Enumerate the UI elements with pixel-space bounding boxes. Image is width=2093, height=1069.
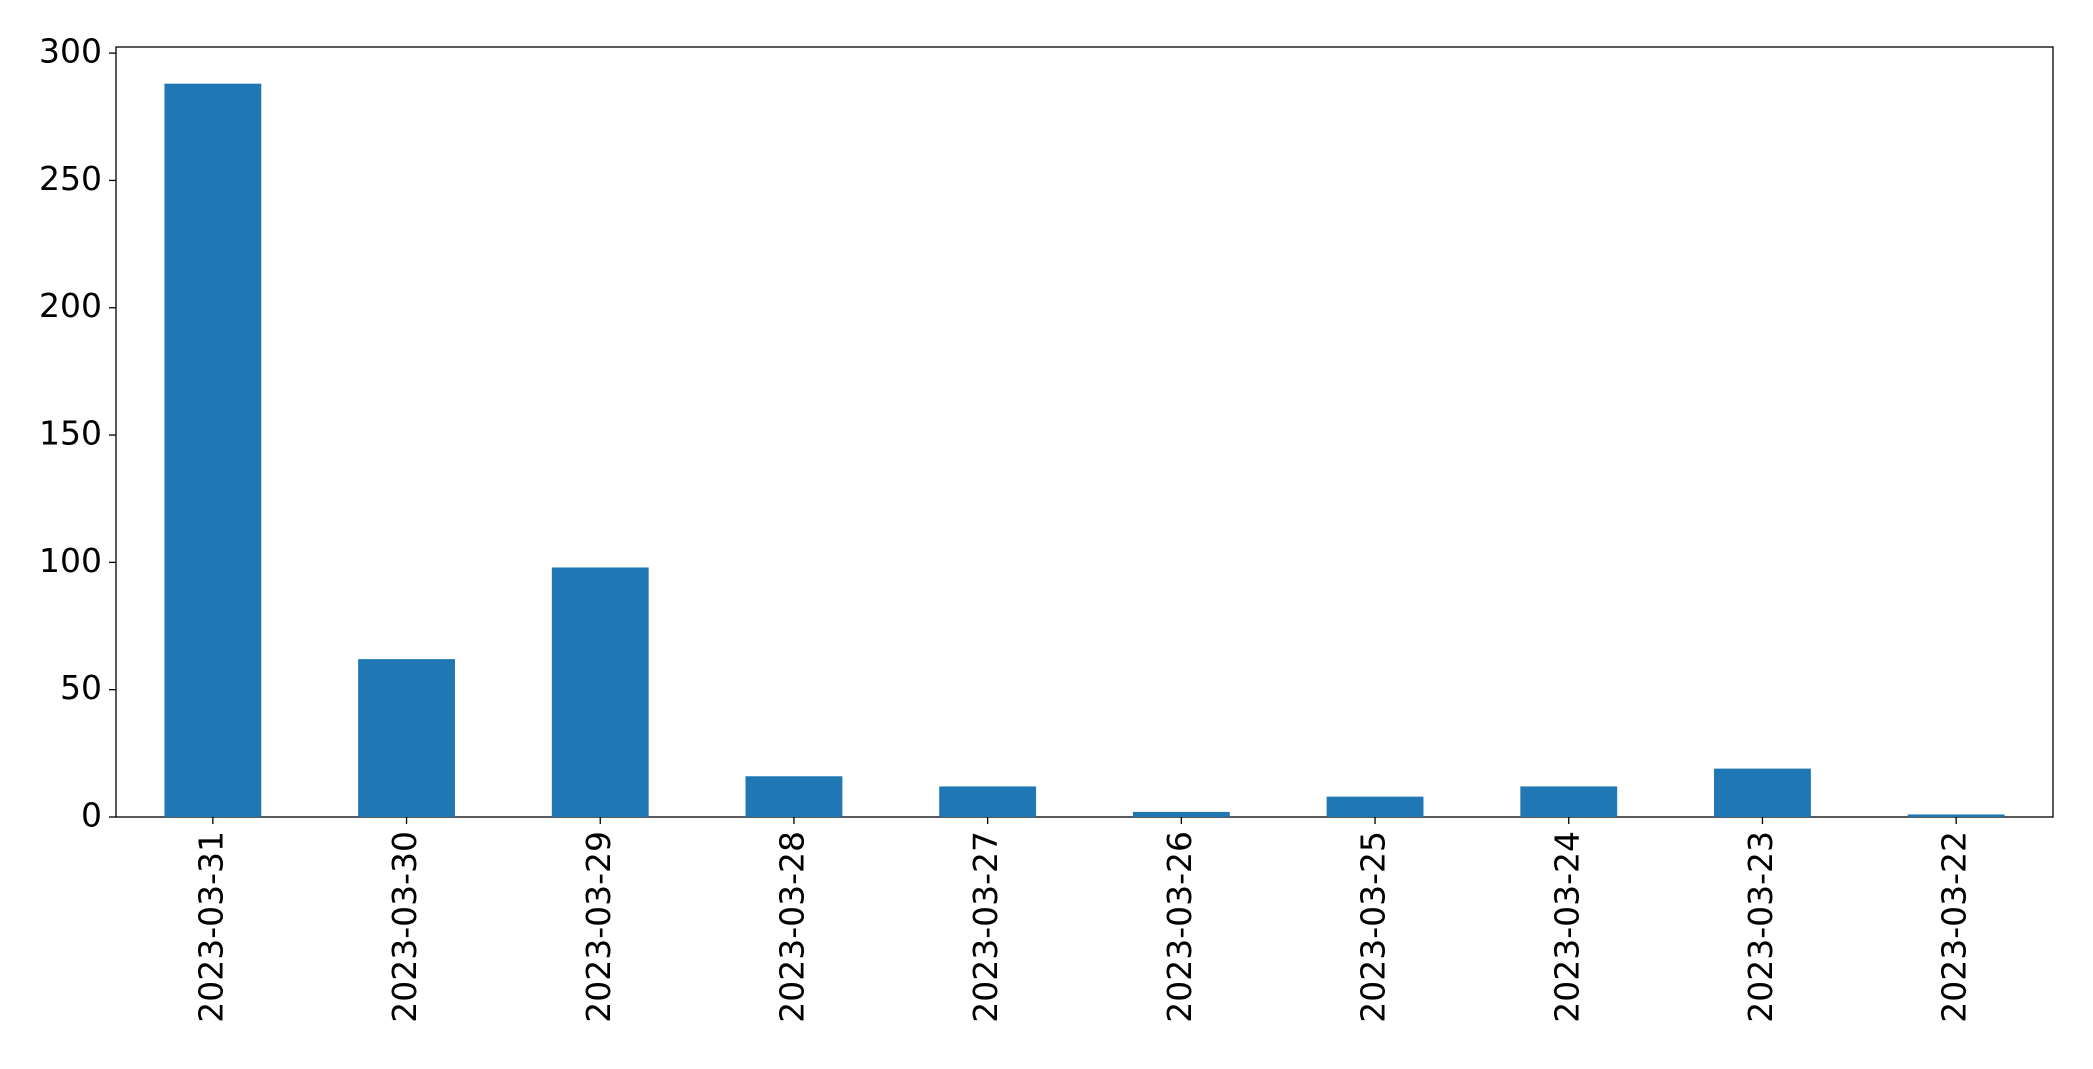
bar [1132,811,1230,817]
bar [358,659,455,817]
y-tick-label: 250 [39,159,102,198]
x-tick-label: 2023-03-29 [579,831,618,1023]
x-tick-label: 2023-03-31 [191,831,230,1023]
y-tick-label: 0 [81,796,102,835]
axes-frame [115,46,2054,818]
bar [1714,768,1811,817]
y-tick-label: 150 [39,414,102,453]
bar [1907,814,2005,817]
bar [745,776,843,817]
y-tick-label: 200 [39,286,102,325]
x-tick-label: 2023-03-25 [1354,831,1393,1023]
bar [939,786,1037,817]
x-tick-label: 2023-03-27 [966,831,1005,1023]
bar [551,567,649,817]
x-tick-label: 2023-03-28 [772,831,811,1023]
bar [1326,796,1424,817]
bar [164,83,262,817]
y-tick-label: 100 [39,541,102,580]
bar [1520,786,1618,817]
y-tick-label: 50 [60,668,102,707]
x-tick-label: 2023-03-22 [1935,831,1974,1023]
x-tick-label: 2023-03-30 [385,831,424,1023]
x-tick-label: 2023-03-24 [1547,831,1586,1023]
x-tick-label: 2023-03-26 [1160,831,1199,1023]
y-tick-label: 300 [39,32,102,71]
x-tick-label: 2023-03-23 [1741,831,1780,1023]
